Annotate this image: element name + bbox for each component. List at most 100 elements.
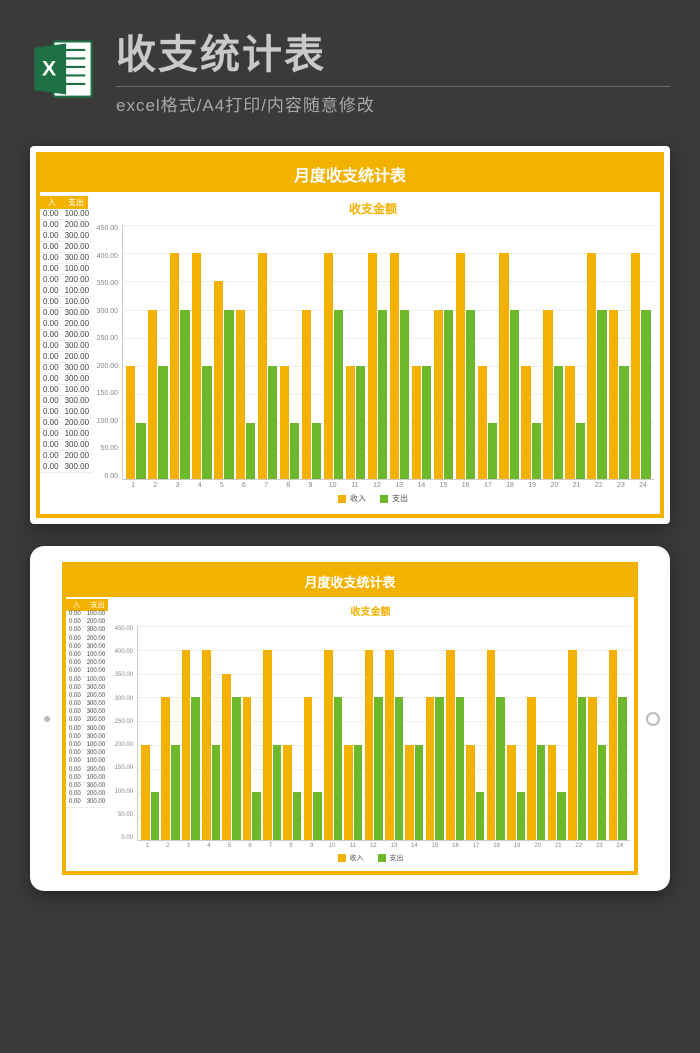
y-tick-label: 200.00 [97,363,118,370]
bar-expense [252,792,261,840]
bar-expense [356,366,365,479]
bar-income [507,745,516,840]
x-tick-label: 15 [425,843,446,849]
bar-expense [554,366,563,479]
x-tick-label: 24 [610,843,631,849]
y-tick-label: 250.00 [97,335,118,342]
bar-group [343,626,363,840]
bar-group [364,626,384,840]
x-tick-label: 21 [548,843,569,849]
bar-expense [400,310,409,479]
bar-group [323,225,345,479]
bar-group [630,225,652,479]
preview-card-large: 月度收支统计表 入 支出 0.00100.000.00200.000.00300… [30,146,670,524]
x-tick-label: 14 [404,843,425,849]
bar-expense [422,366,431,479]
chart: 收支金额 450.00400.00350.00300.00250.00200.0… [111,599,630,869]
x-tick-label: 4 [199,843,220,849]
bar-group [564,225,586,479]
bar-group [147,225,169,479]
table-row: 0.00300.00 [66,750,108,758]
bar-expense [232,697,241,840]
svg-text:X: X [42,56,56,80]
bar-group [366,225,388,479]
bar-income [344,745,353,840]
bar-expense [619,366,628,479]
bar-expense [202,366,211,479]
bar-expense [212,745,221,840]
x-tick-label: 15 [432,482,454,489]
x-tick-label: 5 [219,843,240,849]
bar-group [486,626,506,840]
sheet-title: 月度收支统计表 [66,566,634,597]
bar-group [542,225,564,479]
x-tick-label: 14 [410,482,432,489]
bar-income [405,745,414,840]
bar-income [148,310,157,479]
x-tick-label: 6 [240,843,261,849]
bar-expense [334,310,343,479]
bar-income [543,310,552,479]
x-tick-label: 7 [255,482,277,489]
y-tick-label: 400.00 [115,649,133,655]
bar-group [404,626,424,840]
table-row: 0.00200.00 [66,717,108,725]
table-row: 0.00100.00 [40,264,88,275]
sheet-title: 月度收支统计表 [40,156,660,192]
bar-income [202,650,211,840]
bar-income [280,366,289,479]
x-tick-label: 17 [477,482,499,489]
chart-legend: 收入 支出 [92,489,654,510]
page-header: X 收支统计表 excel格式/A4打印/内容随意修改 [0,0,700,128]
bar-expense [293,792,302,840]
table-row: 0.00300.00 [40,330,88,341]
table-row: 0.00200.00 [66,791,108,799]
bar-group [235,225,257,479]
x-tick-label: 9 [299,482,321,489]
data-table: 入 支出 0.00100.000.00200.000.00300.000.002… [40,196,88,510]
bar-expense [641,310,650,479]
x-tick-label: 17 [466,843,487,849]
table-row: 0.00100.00 [40,297,88,308]
bar-group [498,225,520,479]
bar-group [410,225,432,479]
table-row: 0.00200.00 [40,220,88,231]
bar-income [385,650,394,840]
bar-income [568,650,577,840]
bar-income [499,253,508,479]
y-tick-label: 300.00 [97,308,118,315]
table-header: 入 支出 [66,599,108,611]
bar-income [487,650,496,840]
table-row: 0.00200.00 [40,418,88,429]
preview-tablet: 月度收支统计表 入 支出 0.00100.000.00200.000.00300… [30,546,670,891]
x-tick-label: 1 [137,843,158,849]
table-row: 0.00100.00 [66,775,108,783]
x-axis: 123456789101112131415161718192021222324 [111,843,630,849]
table-row: 0.00100.00 [66,611,108,619]
legend-label: 支出 [392,493,408,504]
chart-legend: 收入 支出 [111,849,630,869]
table-header-cell: 入 [66,599,87,611]
x-tick-label: 12 [363,843,384,849]
bar-expense [488,423,497,479]
table-row: 0.00200.00 [40,242,88,253]
chart-plot [122,225,654,480]
bar-group [242,626,262,840]
table-row: 0.00300.00 [66,799,108,807]
table-row: 0.00100.00 [40,385,88,396]
bar-group [526,626,546,840]
bar-income [141,745,150,840]
bar-income [466,745,475,840]
bar-expense [151,792,160,840]
bar-group [201,626,221,840]
bar-income [182,650,191,840]
bar-group [282,626,302,840]
bar-expense [395,697,404,840]
page-title: 收支统计表 [116,22,670,87]
bar-group [213,225,235,479]
bar-income [587,253,596,479]
legend-label: 收入 [350,493,366,504]
table-row: 0.00200.00 [66,619,108,627]
bar-group [384,626,404,840]
table-row: 0.00200.00 [66,767,108,775]
